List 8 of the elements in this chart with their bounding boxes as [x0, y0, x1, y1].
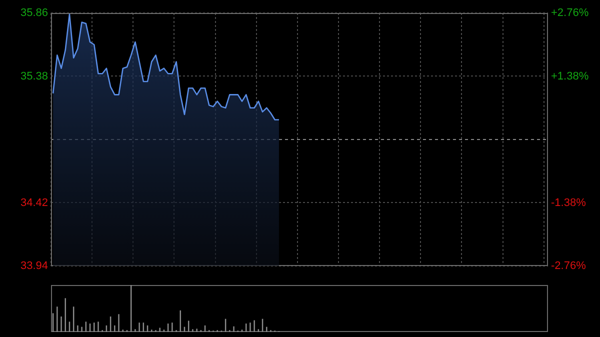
y-tick-label: 33.94 — [20, 260, 48, 272]
y-tick-label: 35.38 — [20, 70, 48, 82]
y-tick-label: 34.42 — [20, 196, 48, 209]
y2-tick-label: +1.38% — [551, 70, 589, 82]
y-tick-label: 35.86 — [20, 7, 48, 20]
y2-tick-label: -1.38% — [551, 196, 586, 209]
y2-tick-label: -2.76% — [551, 260, 586, 272]
y2-tick-label: +2.76% — [551, 7, 589, 20]
